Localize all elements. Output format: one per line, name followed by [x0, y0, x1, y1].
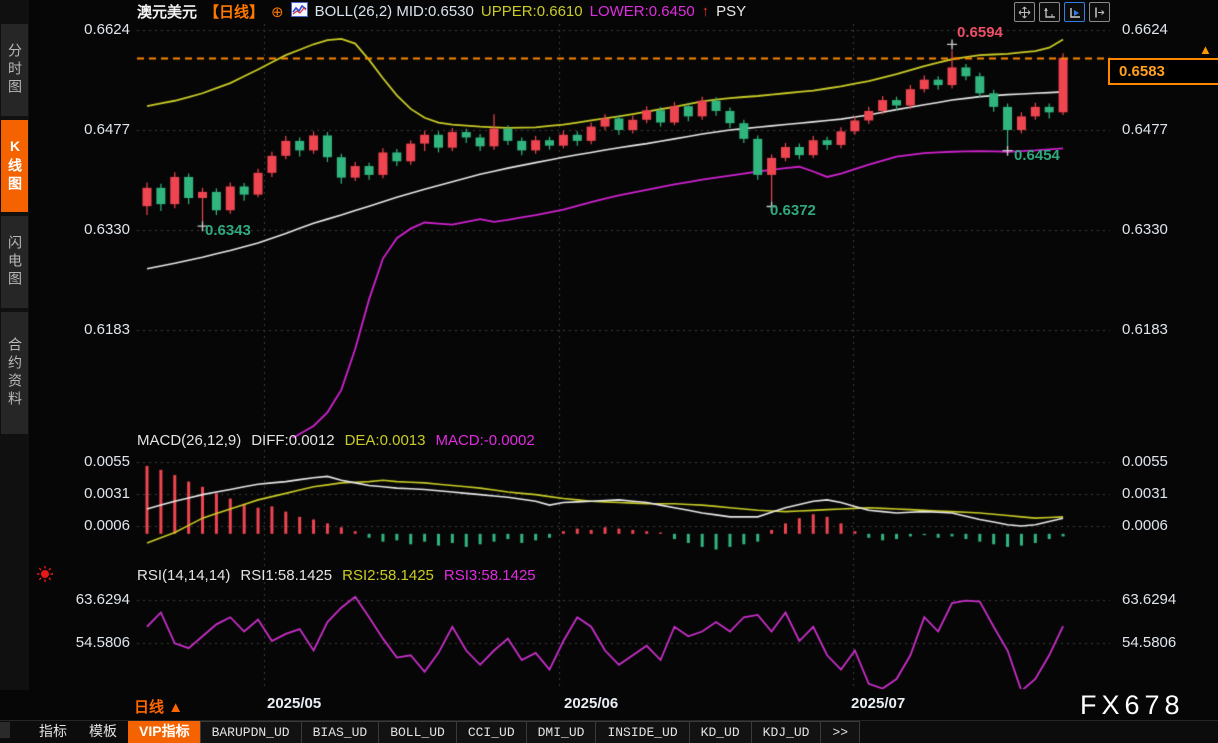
- rsi3-label: RSI3:58.1425: [443, 567, 536, 584]
- indicator-tabbar: 指标 模板 VIP指标 BARUPDN_UD BIAS_UD BOLL_UD C…: [28, 721, 861, 743]
- price-axis-right-tick: 0.6183: [1122, 321, 1168, 338]
- tab-vip-indicators[interactable]: VIP指标: [128, 721, 201, 743]
- macd-axis-left-tick: 0.0055: [84, 453, 130, 470]
- pan-icon[interactable]: [1014, 2, 1035, 22]
- symbol-title: 澳元美元: [137, 4, 198, 21]
- tab-bias-ud[interactable]: BIAS_UD: [300, 721, 380, 743]
- price-axis-right-tick: 0.6477: [1122, 121, 1168, 138]
- rsi-title[interactable]: RSI(14,14,14): [137, 567, 231, 584]
- price-axis-right-tick: 0.6624: [1122, 21, 1168, 38]
- price-axis-left-tick: 0.6477: [84, 121, 130, 138]
- band-low-annotation: 0.6454: [1014, 147, 1060, 164]
- fx678-watermark: FX678: [1080, 690, 1185, 720]
- alarm-icon[interactable]: [36, 565, 54, 588]
- candlestick-chart-icon: [290, 2, 308, 21]
- sidebar-item-label: 分时图: [7, 43, 23, 97]
- rsi-axis-left-tick: 54.5806: [75, 634, 130, 651]
- tab-inside-ud[interactable]: INSIDE_UD: [595, 721, 690, 743]
- price-axis-right-tick: 0.6330: [1122, 221, 1168, 238]
- tab-indicators[interactable]: 指标: [39, 723, 67, 739]
- boll-lower-label: LOWER:0.6450: [589, 3, 695, 20]
- chart-type-sidebar: 分时图 K线图 闪电图 合约资料: [0, 0, 29, 690]
- month-axis-label: 2025/05: [267, 695, 322, 712]
- chart-header: 澳元美元 【日线】 ⊕ BOLL(26,2) MID:0.6530 UPPER:…: [137, 2, 746, 21]
- exit-right-icon[interactable]: [1089, 2, 1110, 22]
- macd-axis-right-tick: 0.0006: [1122, 517, 1168, 534]
- rsi-axis-right-tick: 54.5806: [1122, 634, 1177, 651]
- current-price-box: 0.6583: [1108, 58, 1218, 85]
- sidebar-item-label: K线图: [7, 138, 23, 194]
- timeframe-label: 日线: [134, 699, 165, 716]
- tab-templates[interactable]: 模板: [89, 723, 117, 739]
- chart-toolbar: [1014, 2, 1110, 22]
- rsi-axis-left-tick: 63.6294: [75, 591, 130, 608]
- macd-axis-right-tick: 0.0031: [1122, 485, 1168, 502]
- sidebar-item-label: 合约资料: [7, 337, 23, 409]
- month-axis-label: 2025/07: [851, 695, 906, 712]
- swing-low-annotation: 0.6372: [770, 202, 816, 219]
- macd-axis-left-tick: 0.0031: [84, 485, 130, 502]
- tab-boll-ud[interactable]: BOLL_UD: [378, 721, 457, 743]
- sidebar-item-timeshare[interactable]: 分时图: [1, 24, 28, 116]
- month-axis-label: 2025/06: [564, 695, 619, 712]
- axis-play-icon[interactable]: [1064, 2, 1085, 22]
- red-up-arrow-icon: ↑: [701, 3, 710, 20]
- timeframe-arrow-icon: ▲: [168, 699, 184, 716]
- psy-label[interactable]: PSY: [716, 3, 747, 20]
- tab-dmi-ud[interactable]: DMI_UD: [525, 721, 597, 743]
- sidebar-item-lightning[interactable]: 闪电图: [1, 216, 28, 308]
- tab-more[interactable]: >>: [820, 721, 861, 743]
- macd-title[interactable]: MACD(26,12,9): [137, 432, 242, 449]
- macd-diff-label: DIFF:0.0012: [251, 432, 335, 449]
- tab-kd-ud[interactable]: KD_UD: [688, 721, 752, 743]
- sidebar-item-kline[interactable]: K线图: [1, 120, 28, 212]
- rsi1-label: RSI1:58.1425: [240, 567, 333, 584]
- axis-left-icon[interactable]: [1039, 2, 1060, 22]
- price-axis-left-tick: 0.6330: [84, 221, 130, 238]
- price-up-arrow-icon: ▲: [1199, 42, 1212, 57]
- tab-cci-ud[interactable]: CCI_UD: [455, 721, 527, 743]
- price-axis-left-tick: 0.6624: [84, 21, 130, 38]
- rsi2-label: RSI2:58.1425: [342, 567, 434, 584]
- macd-header: MACD(26,12,9) DIFF:0.0012 DEA:0.0013 MAC…: [137, 432, 535, 449]
- macd-axis-left-tick: 0.0006: [84, 517, 130, 534]
- april-low-annotation: 0.6343: [205, 222, 251, 239]
- tab-kdj-ud[interactable]: KDJ_UD: [750, 721, 822, 743]
- timeframe-selector[interactable]: 日线 ▲: [134, 696, 183, 717]
- high-price-annotation: 0.6594: [957, 24, 1003, 41]
- boll-mid-label: BOLL(26,2) MID:0.6530: [314, 3, 474, 20]
- sidebar-item-label: 闪电图: [7, 235, 23, 289]
- price-axis-left-tick: 0.6183: [84, 321, 130, 338]
- macd-macd-label: MACD:-0.0002: [435, 432, 535, 449]
- macd-axis-right-tick: 0.0055: [1122, 453, 1168, 470]
- sidebar-item-contract-info[interactable]: 合约资料: [1, 312, 28, 434]
- corner-handle: [0, 722, 10, 738]
- tab-barupdn-ud[interactable]: BARUPDN_UD: [199, 721, 302, 743]
- period-label: 【日线】: [204, 4, 265, 21]
- add-circle-icon[interactable]: ⊕: [271, 3, 284, 21]
- rsi-axis-right-tick: 63.6294: [1122, 591, 1177, 608]
- macd-dea-label: DEA:0.0013: [344, 432, 426, 449]
- boll-upper-label: UPPER:0.6610: [480, 3, 583, 20]
- rsi-header: RSI(14,14,14) RSI1:58.1425 RSI2:58.1425 …: [137, 567, 536, 584]
